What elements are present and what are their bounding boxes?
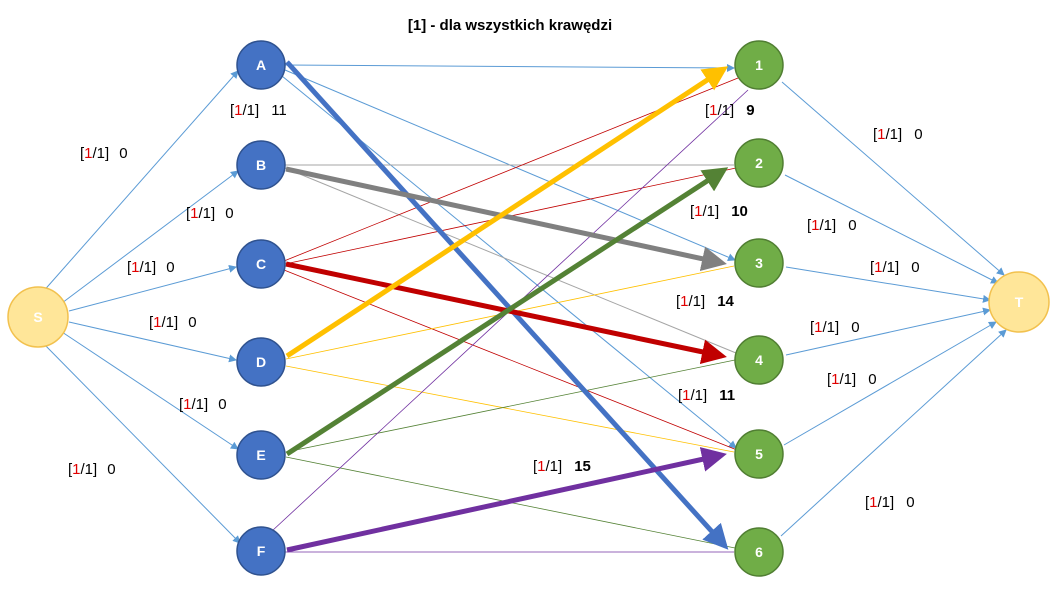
node-b: B	[236, 140, 286, 190]
node-1: 1	[734, 40, 784, 90]
matching-edges	[285, 60, 729, 553]
node-6: 6	[734, 527, 784, 577]
diagram-title: [1] - dla wszystkich krawędzi	[408, 17, 612, 34]
right-nodes: 1 2 3 4 5 6	[734, 40, 784, 577]
label-s-e: [1/1] 0	[179, 396, 227, 413]
edge-s-b	[61, 170, 239, 304]
edge-c-5	[283, 269, 738, 451]
edge-s-e	[61, 331, 239, 450]
label-d-1: [1/1] 9	[705, 102, 755, 119]
label-3-t: [1/1] 0	[870, 259, 920, 276]
edge-d-5	[285, 365, 735, 453]
node-6-label: 6	[755, 544, 763, 560]
node-4-label: 4	[755, 352, 763, 368]
edge-s-d	[68, 321, 237, 363]
label-4-t: [1/1] 0	[810, 319, 860, 336]
left-nodes: A B C D E F	[236, 40, 286, 576]
label-b-3: [1/1] 14	[676, 293, 735, 310]
node-5: 5	[734, 429, 784, 479]
sink-node: T	[988, 271, 1050, 333]
label-s-a: [1/1] 0	[80, 145, 128, 162]
node-2: 2	[734, 138, 784, 188]
label-c-4: [1/1] 11	[678, 387, 735, 404]
label-6-t: [1/1] 0	[865, 494, 915, 511]
label-e-2: [1/1] 10	[690, 203, 748, 220]
label-1-t: [1/1] 0	[873, 126, 923, 143]
label-2-t: [1/1] 0	[807, 217, 857, 234]
label-a-6: [1/1] 11	[230, 102, 287, 119]
node-5-label: 5	[755, 446, 763, 462]
edge-s-f	[40, 340, 241, 544]
edge-s-c	[68, 264, 237, 312]
node-a-label: A	[256, 57, 266, 73]
edge-s-a	[40, 70, 239, 295]
edge-e-2-matched	[285, 167, 729, 457]
node-2-label: 2	[755, 155, 763, 171]
node-4: 4	[734, 335, 784, 385]
node-f: F	[236, 526, 286, 576]
source-label: S	[33, 309, 42, 325]
label-5-t: [1/1] 0	[827, 371, 877, 388]
node-c-label: C	[256, 256, 266, 272]
source-node: S	[7, 286, 69, 348]
edge-6-t	[780, 329, 1007, 537]
edge-2-t	[784, 174, 999, 284]
node-d: D	[236, 337, 286, 387]
node-f-label: F	[257, 543, 266, 559]
edge-1-t	[781, 81, 1005, 276]
node-e-label: E	[256, 447, 265, 463]
node-e: E	[236, 430, 286, 480]
edge-5-t	[783, 321, 997, 446]
label-s-d: [1/1] 0	[149, 314, 197, 331]
node-c: C	[236, 239, 286, 289]
edge-3-t	[785, 266, 991, 303]
edge-f-5-matched	[286, 447, 727, 553]
edge-a-1	[284, 63, 735, 72]
edge-a-6-matched	[285, 60, 729, 550]
node-1-label: 1	[755, 57, 763, 73]
node-a: A	[236, 40, 286, 90]
node-b-label: B	[256, 157, 266, 173]
source-edges	[40, 70, 241, 544]
edge-d-1-matched	[285, 66, 729, 359]
label-s-b: [1/1] 0	[186, 205, 234, 222]
thin-bipartite-edges	[271, 63, 749, 553]
edge-b-4	[284, 167, 737, 354]
edge-4-t	[785, 307, 991, 356]
capacity-labels: [1/1] 0 [1/1] 0 [1/1] 0 [1/1] 0 [1/1] 0 [1/1]…	[68, 102, 923, 511]
node-3: 3	[734, 238, 784, 288]
node-d-label: D	[256, 354, 266, 370]
label-s-c: [1/1] 0	[127, 259, 175, 276]
label-f-5: [1/1] 15	[533, 458, 591, 475]
sink-edges	[780, 81, 1007, 537]
edge-e-4	[285, 359, 736, 453]
label-s-f: [1/1] 0	[68, 461, 116, 478]
sink-label: T	[1015, 294, 1024, 310]
node-3-label: 3	[755, 255, 763, 271]
